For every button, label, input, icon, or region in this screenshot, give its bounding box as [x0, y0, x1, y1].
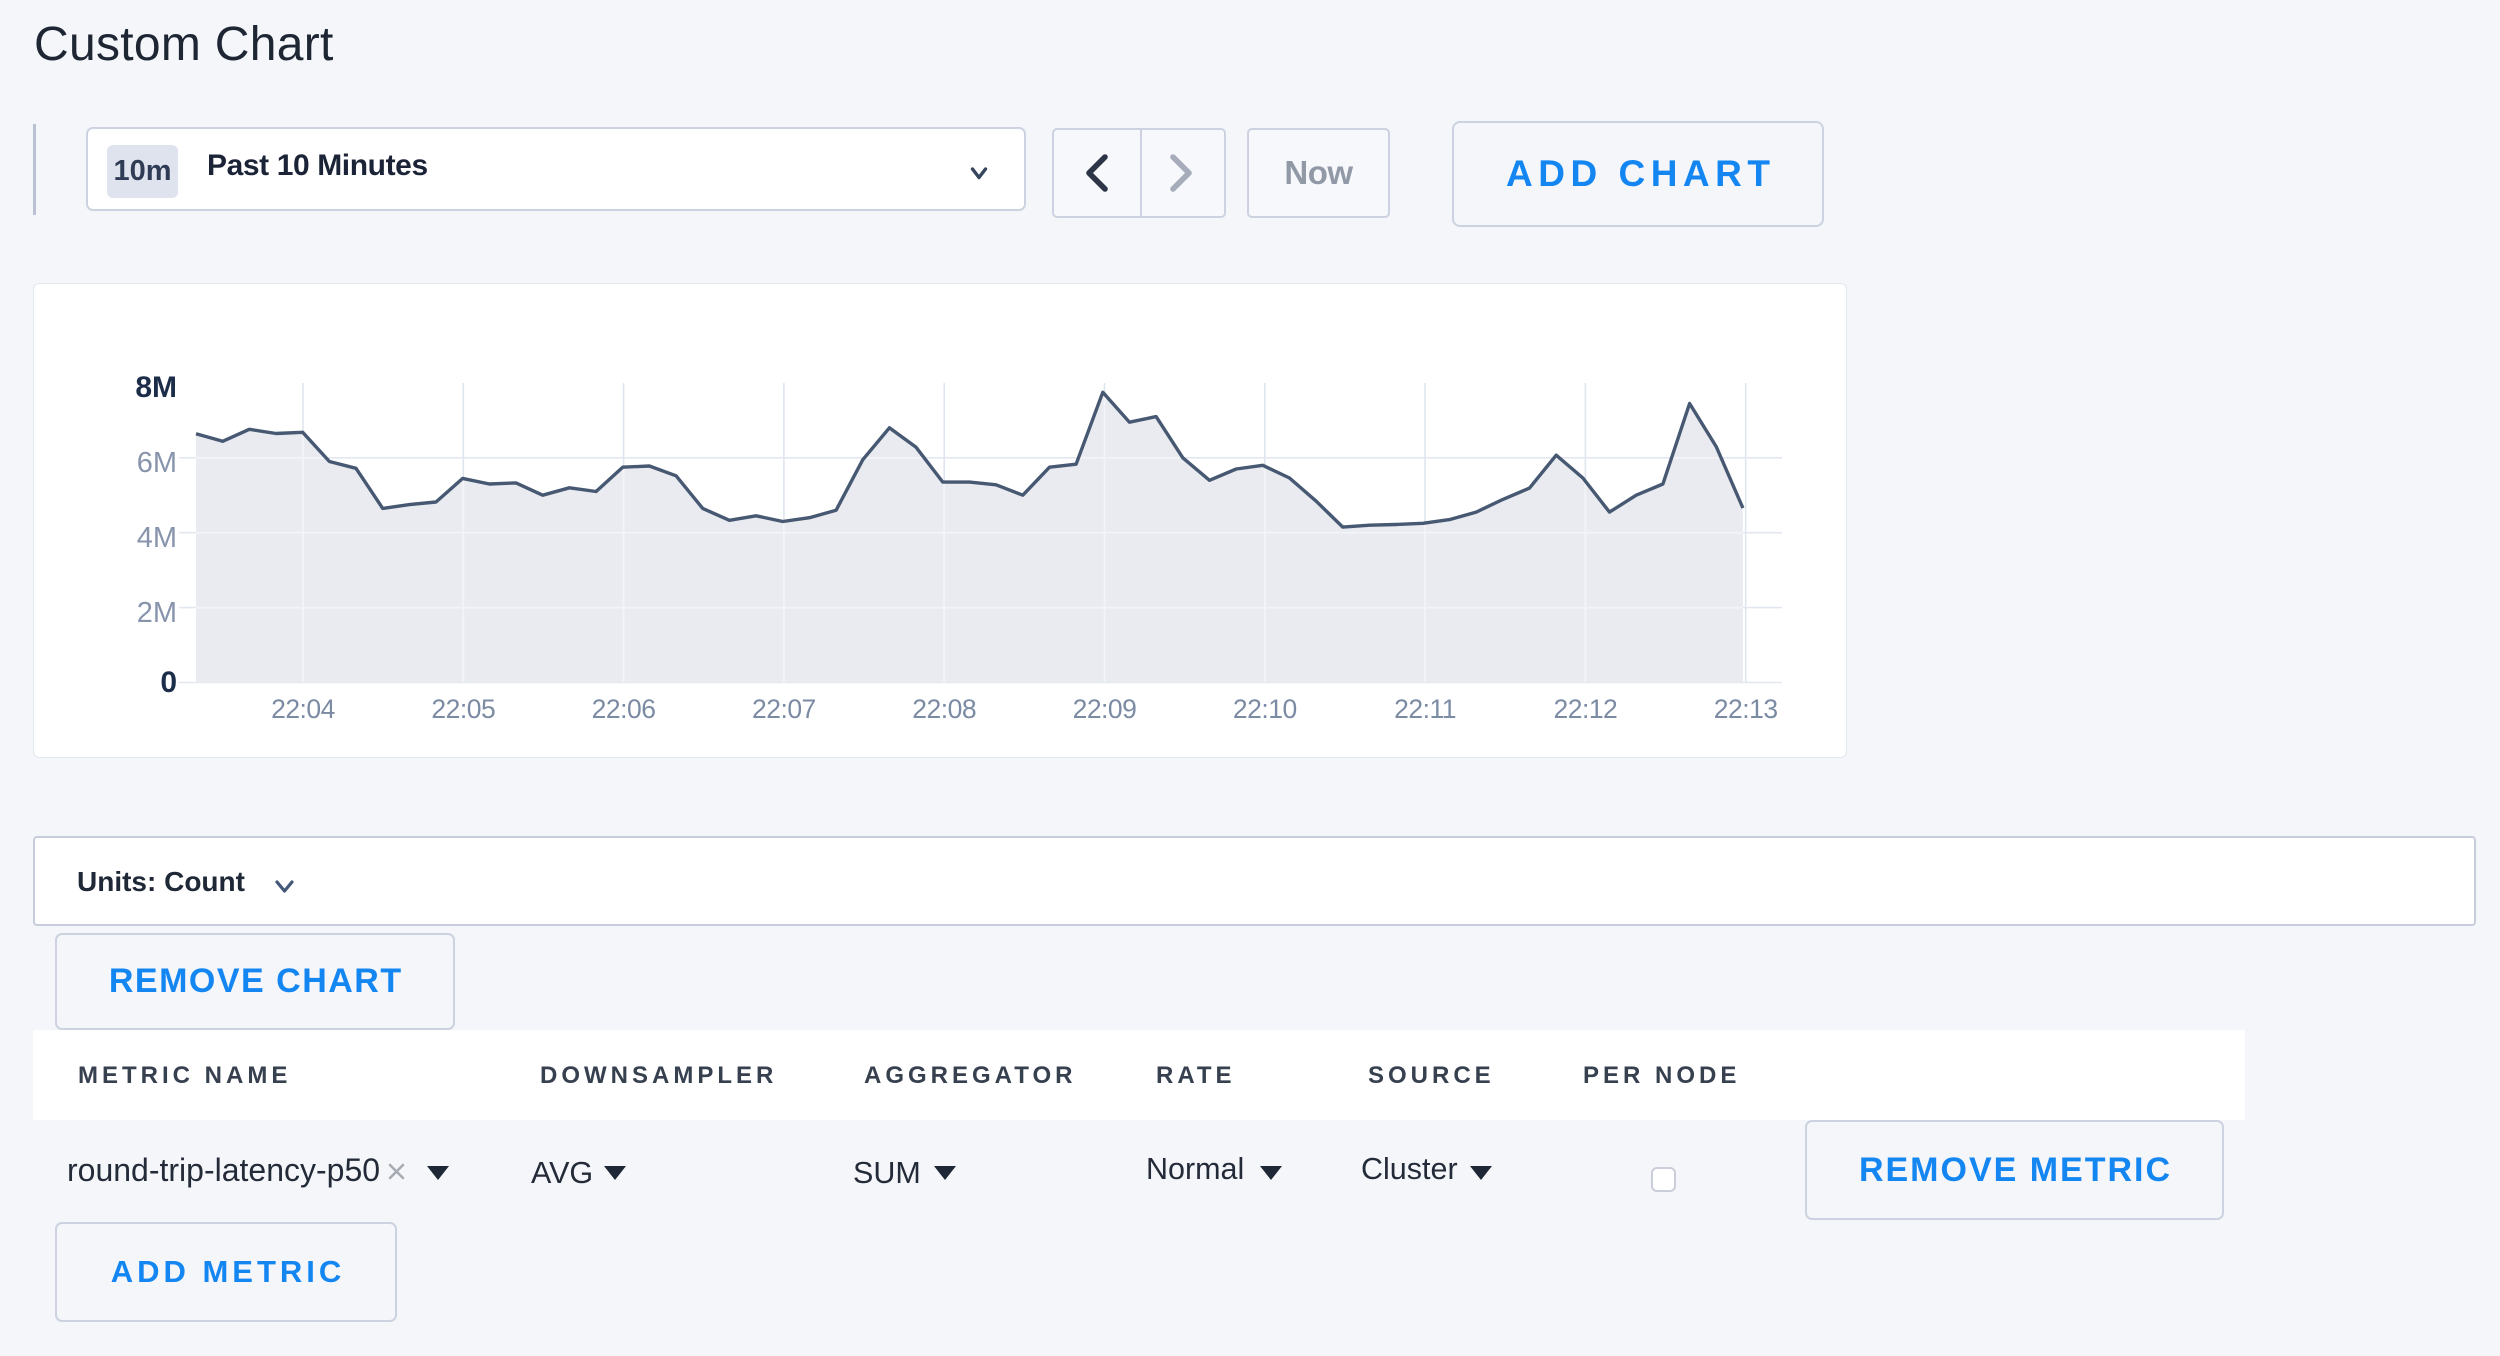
- svg-text:22:06: 22:06: [592, 694, 656, 724]
- svg-text:0: 0: [160, 666, 177, 699]
- svg-text:22:13: 22:13: [1714, 694, 1778, 724]
- svg-text:22:08: 22:08: [912, 694, 976, 724]
- svg-text:4M: 4M: [137, 522, 177, 554]
- svg-text:8M: 8M: [135, 371, 177, 404]
- svg-text:22:07: 22:07: [752, 694, 816, 724]
- svg-text:22:05: 22:05: [431, 694, 495, 724]
- svg-text:22:12: 22:12: [1553, 694, 1617, 724]
- svg-text:2M: 2M: [137, 597, 177, 629]
- svg-text:22:04: 22:04: [271, 694, 335, 724]
- svg-text:22:09: 22:09: [1073, 694, 1137, 724]
- svg-text:22:11: 22:11: [1394, 694, 1456, 724]
- svg-text:6M: 6M: [137, 447, 177, 479]
- svg-text:22:10: 22:10: [1233, 694, 1297, 724]
